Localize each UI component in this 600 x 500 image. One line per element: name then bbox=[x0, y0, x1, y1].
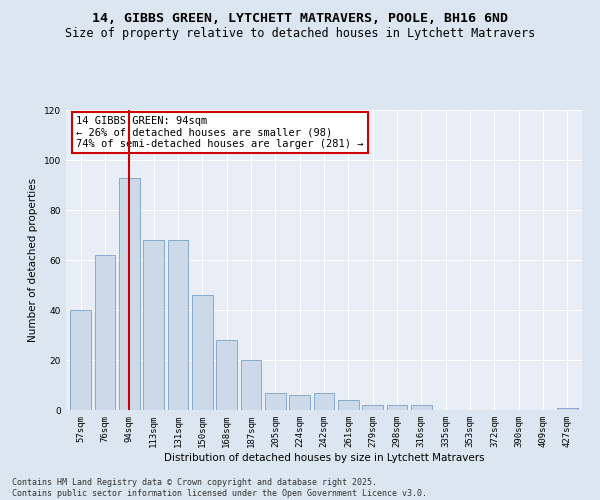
Bar bbox=[167, 240, 188, 410]
Bar bbox=[314, 392, 334, 410]
Bar bbox=[362, 405, 383, 410]
Bar bbox=[241, 360, 262, 410]
Bar bbox=[192, 295, 212, 410]
Bar bbox=[557, 408, 578, 410]
Bar bbox=[386, 405, 407, 410]
Bar bbox=[119, 178, 140, 410]
Text: 14 GIBBS GREEN: 94sqm
← 26% of detached houses are smaller (98)
74% of semi-deta: 14 GIBBS GREEN: 94sqm ← 26% of detached … bbox=[76, 116, 364, 149]
X-axis label: Distribution of detached houses by size in Lytchett Matravers: Distribution of detached houses by size … bbox=[164, 452, 484, 462]
Bar bbox=[143, 240, 164, 410]
Bar bbox=[216, 340, 237, 410]
Bar bbox=[289, 395, 310, 410]
Bar bbox=[70, 310, 91, 410]
Text: Size of property relative to detached houses in Lytchett Matravers: Size of property relative to detached ho… bbox=[65, 28, 535, 40]
Bar bbox=[265, 392, 286, 410]
Y-axis label: Number of detached properties: Number of detached properties bbox=[28, 178, 38, 342]
Text: 14, GIBBS GREEN, LYTCHETT MATRAVERS, POOLE, BH16 6ND: 14, GIBBS GREEN, LYTCHETT MATRAVERS, POO… bbox=[92, 12, 508, 26]
Bar bbox=[95, 255, 115, 410]
Bar bbox=[338, 400, 359, 410]
Text: Contains HM Land Registry data © Crown copyright and database right 2025.
Contai: Contains HM Land Registry data © Crown c… bbox=[12, 478, 427, 498]
Bar bbox=[411, 405, 432, 410]
